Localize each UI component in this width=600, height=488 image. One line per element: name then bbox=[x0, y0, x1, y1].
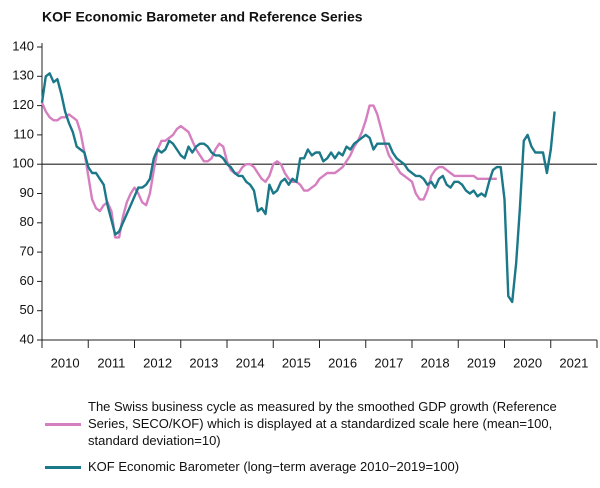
x-tick-label: 2016 bbox=[328, 355, 357, 370]
chart-title: KOF Economic Barometer and Reference Ser… bbox=[42, 9, 363, 25]
y-tick-label: 110 bbox=[13, 126, 34, 141]
legend-swatch bbox=[45, 422, 81, 426]
x-tick-label: 2017 bbox=[374, 355, 403, 370]
x-tick-label: 2012 bbox=[143, 355, 172, 370]
y-tick-label: 70 bbox=[20, 244, 34, 259]
y-tick-label: 80 bbox=[20, 214, 34, 229]
x-tick-label: 2015 bbox=[282, 355, 311, 370]
y-tick-label: 60 bbox=[20, 273, 34, 288]
series-line bbox=[40, 102, 497, 239]
x-tick-label: 2019 bbox=[467, 355, 496, 370]
legend-label: The Swiss business cycle as measured by … bbox=[88, 399, 557, 448]
x-tick-label: 2021 bbox=[559, 355, 588, 370]
x-tick-label: 2018 bbox=[421, 355, 450, 370]
y-tick-label: 100 bbox=[12, 156, 34, 171]
chart: KOF Economic Barometer and Reference Ser… bbox=[12, 9, 598, 370]
legend-swatch bbox=[45, 465, 81, 469]
y-tick-label: 120 bbox=[12, 97, 34, 112]
y-tick-label: 90 bbox=[20, 185, 34, 200]
y-tick-label: 130 bbox=[12, 68, 34, 83]
x-tick-label: 2014 bbox=[236, 355, 265, 370]
x-tick-label: 2020 bbox=[513, 355, 542, 370]
y-tick-label: 140 bbox=[12, 38, 34, 53]
x-tick-label: 2013 bbox=[189, 355, 218, 370]
series-line bbox=[40, 72, 556, 304]
y-tick-label: 50 bbox=[20, 302, 34, 317]
y-tick-label: 40 bbox=[20, 331, 34, 346]
legend-label: KOF Economic Barometer (long−term averag… bbox=[88, 459, 460, 474]
x-tick-label: 2010 bbox=[51, 355, 80, 370]
x-tick-label: 2011 bbox=[97, 355, 125, 370]
